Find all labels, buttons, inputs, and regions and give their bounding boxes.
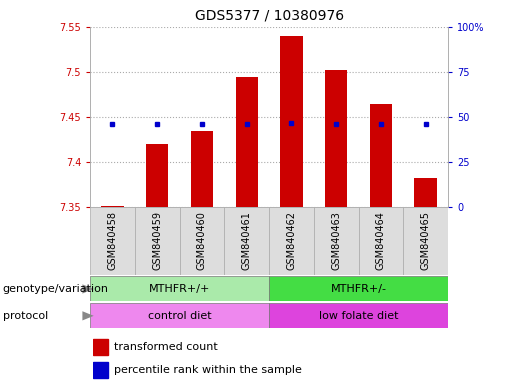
- FancyBboxPatch shape: [403, 207, 448, 275]
- Polygon shape: [82, 311, 94, 320]
- Text: control diet: control diet: [148, 311, 212, 321]
- Bar: [146, 144, 168, 207]
- FancyBboxPatch shape: [90, 207, 135, 275]
- FancyBboxPatch shape: [90, 276, 269, 301]
- Text: GSM840460: GSM840460: [197, 212, 207, 270]
- FancyBboxPatch shape: [269, 276, 448, 301]
- FancyBboxPatch shape: [225, 207, 269, 275]
- Bar: [325, 70, 348, 207]
- Text: low folate diet: low folate diet: [319, 311, 398, 321]
- Bar: [235, 76, 258, 207]
- Text: GSM840461: GSM840461: [242, 212, 252, 270]
- Text: genotype/variation: genotype/variation: [3, 284, 109, 294]
- Polygon shape: [82, 284, 94, 293]
- FancyBboxPatch shape: [135, 207, 180, 275]
- Title: GDS5377 / 10380976: GDS5377 / 10380976: [195, 9, 344, 23]
- Text: GSM840459: GSM840459: [152, 212, 162, 270]
- FancyBboxPatch shape: [90, 303, 269, 328]
- Bar: [101, 205, 124, 207]
- Text: GSM840458: GSM840458: [108, 212, 117, 270]
- Bar: [415, 177, 437, 207]
- FancyBboxPatch shape: [314, 207, 358, 275]
- Text: GSM840462: GSM840462: [286, 212, 297, 270]
- Bar: [191, 131, 213, 207]
- Bar: [93, 362, 108, 378]
- Bar: [93, 339, 108, 355]
- FancyBboxPatch shape: [180, 207, 225, 275]
- Text: protocol: protocol: [3, 311, 48, 321]
- FancyBboxPatch shape: [358, 207, 403, 275]
- Bar: [370, 104, 392, 207]
- FancyBboxPatch shape: [269, 303, 448, 328]
- Bar: [280, 36, 303, 207]
- Text: GSM840465: GSM840465: [421, 212, 431, 270]
- Text: MTHFR+/-: MTHFR+/-: [331, 284, 387, 294]
- FancyBboxPatch shape: [269, 207, 314, 275]
- Text: MTHFR+/+: MTHFR+/+: [149, 284, 210, 294]
- Text: GSM840463: GSM840463: [331, 212, 341, 270]
- Text: transformed count: transformed count: [114, 342, 218, 352]
- Text: percentile rank within the sample: percentile rank within the sample: [114, 365, 302, 375]
- Text: GSM840464: GSM840464: [376, 212, 386, 270]
